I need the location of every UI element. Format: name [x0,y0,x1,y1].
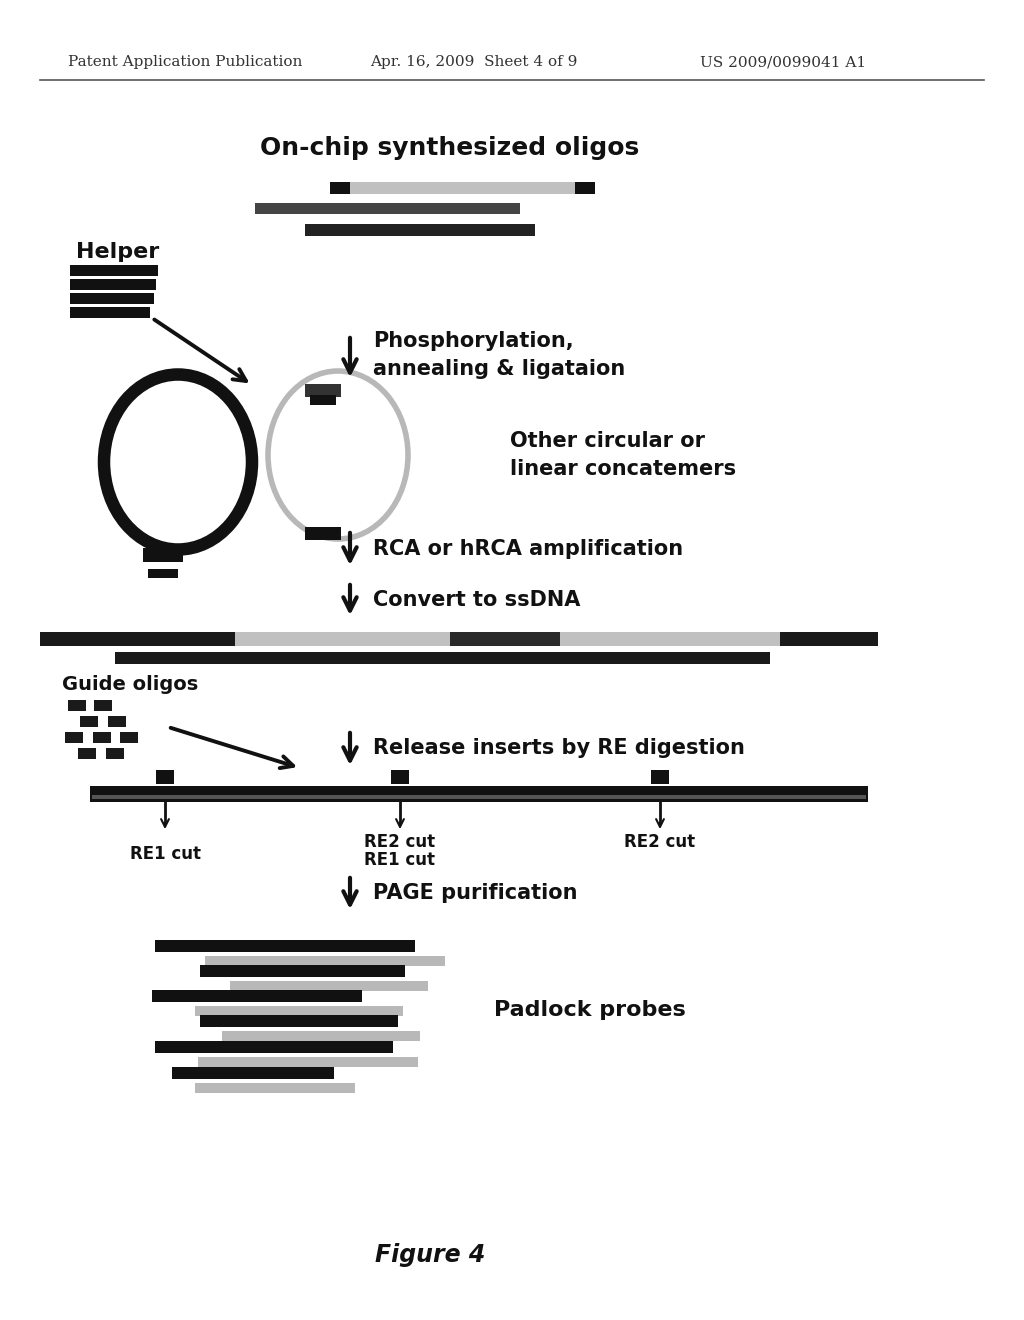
Text: RE2 cut: RE2 cut [365,833,435,851]
Bar [651,770,669,784]
Bar [450,632,560,645]
Bar [195,1006,403,1016]
Text: PAGE purification: PAGE purification [373,883,578,903]
Bar [310,395,336,405]
Text: Convert to ssDNA: Convert to ssDNA [373,590,581,610]
Bar [234,632,450,645]
Text: RE1 cut: RE1 cut [365,851,435,869]
Bar [93,733,111,743]
Text: Apr. 16, 2009  Sheet 4 of 9: Apr. 16, 2009 Sheet 4 of 9 [370,55,578,69]
Text: Phosphorylation,
annealing & ligataion: Phosphorylation, annealing & ligataion [373,331,626,379]
Bar [305,224,535,236]
Text: Other circular or
linear concatemers: Other circular or linear concatemers [510,432,736,479]
Bar [152,990,362,1002]
Bar [78,748,96,759]
Bar [195,1082,355,1093]
Bar [575,182,595,194]
Bar [120,733,138,743]
Text: Guide oligos: Guide oligos [61,676,198,694]
Bar [305,384,341,397]
Bar [70,279,156,290]
Bar [222,1031,420,1041]
Bar [350,182,575,194]
Bar [70,265,158,276]
Bar [255,203,520,214]
Text: RE2 cut: RE2 cut [625,833,695,851]
Bar [108,715,126,727]
Bar [148,569,178,578]
Text: Figure 4: Figure 4 [375,1243,485,1267]
Bar [200,965,406,977]
Bar [92,795,866,799]
Text: US 2009/0099041 A1: US 2009/0099041 A1 [700,55,866,69]
Text: RCA or hRCA amplification: RCA or hRCA amplification [373,539,683,558]
Bar [205,956,445,966]
Bar [198,1057,418,1067]
Bar [560,632,780,645]
Text: Patent Application Publication: Patent Application Publication [68,55,302,69]
Bar [156,770,174,784]
Text: Padlock probes: Padlock probes [495,1001,686,1020]
Bar [40,632,234,645]
Bar [65,733,83,743]
Bar [80,715,98,727]
Bar [68,700,86,711]
Text: RE1 cut: RE1 cut [129,845,201,863]
Bar [230,981,428,991]
Bar [172,1067,334,1078]
Bar [330,182,350,194]
Bar [90,785,868,803]
Bar [391,770,409,784]
Text: On-chip synthesized oligos: On-chip synthesized oligos [260,136,640,160]
Bar [155,940,415,952]
Bar [305,527,341,540]
Text: Release inserts by RE digestion: Release inserts by RE digestion [373,738,744,758]
Bar [70,308,150,318]
Bar [780,632,878,645]
Bar [155,1041,393,1053]
Bar [94,700,112,711]
Bar [70,293,154,304]
Bar [106,748,124,759]
Bar [143,548,183,562]
Bar [200,1015,398,1027]
Bar [115,652,770,664]
Text: Helper: Helper [77,242,160,261]
